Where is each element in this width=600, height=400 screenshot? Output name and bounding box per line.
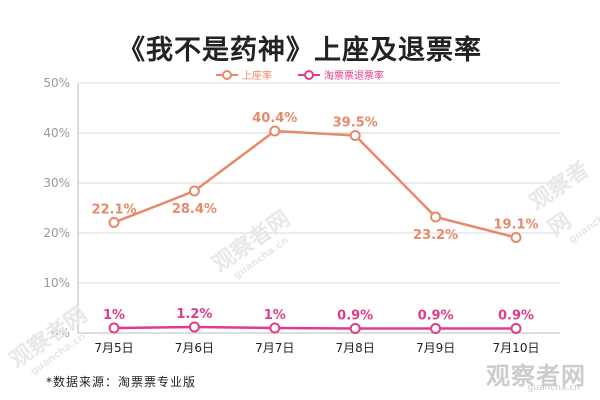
data-label-refund: 1% — [264, 308, 286, 323]
legend-item-refund: 淘票票退票率 — [298, 67, 384, 82]
source-footnote: *数据来源：淘票票专业版 — [46, 375, 197, 389]
chart-title: 《我不是药神》上座及退票率 — [118, 35, 482, 66]
x-tick-label: 7月10日 — [493, 341, 540, 355]
data-point-occupancy — [510, 232, 522, 243]
data-point-refund — [108, 322, 120, 334]
data-label-refund: 0.9% — [498, 309, 534, 324]
chart-legend: 上座率 淘票票退票率 — [0, 67, 600, 82]
y-tick-label: 20% — [43, 226, 70, 240]
watermark-logo: 观察者网 — [486, 362, 586, 390]
data-label-refund: 1.2% — [176, 307, 212, 322]
data-point-occupancy — [269, 125, 281, 137]
legend-marker-occupancy — [216, 69, 238, 80]
data-label-refund: 1% — [103, 308, 125, 323]
legend-label-occupancy: 上座率 — [242, 71, 272, 82]
y-tick-label: 30% — [43, 176, 70, 190]
data-point-occupancy — [349, 130, 361, 141]
legend-label-refund: 淘票票退票率 — [324, 71, 384, 82]
y-tick-label: 10% — [43, 276, 70, 290]
data-label-refund: 0.9% — [337, 309, 373, 324]
legend-marker-refund — [298, 69, 320, 80]
data-point-refund — [269, 322, 281, 334]
data-label-occupancy: 23.2% — [413, 228, 458, 243]
data-point-occupancy — [430, 211, 442, 223]
series-line-refund — [113, 325, 516, 330]
legend-item-occupancy: 上座率 — [216, 67, 272, 82]
x-tick-label: 7月6日 — [175, 341, 214, 355]
data-point-refund — [430, 323, 442, 334]
y-tick-label: 40% — [43, 126, 70, 140]
data-label-refund: 0.9% — [418, 309, 454, 324]
x-tick-label: 7月8日 — [336, 341, 375, 355]
watermark-url: guancha.cn — [527, 383, 580, 393]
y-tick-label: 50% — [43, 76, 70, 90]
x-tick-label: 7月5日 — [94, 341, 133, 355]
data-point-occupancy — [108, 217, 120, 228]
x-tick-label: 7月7日 — [255, 341, 294, 355]
data-label-occupancy: 22.1% — [91, 203, 136, 218]
data-label-occupancy: 28.4% — [172, 202, 217, 217]
data-point-refund — [188, 321, 200, 333]
data-label-occupancy: 39.5% — [333, 116, 378, 131]
x-tick-label: 7月9日 — [416, 341, 455, 355]
data-point-refund — [349, 323, 361, 334]
data-label-occupancy: 40.4% — [252, 111, 297, 126]
y-tick-label: 0% — [51, 326, 70, 340]
data-point-occupancy — [188, 185, 200, 197]
series-line-occupancy — [113, 129, 517, 239]
data-point-refund — [510, 323, 522, 334]
data-label-occupancy: 19.1% — [493, 218, 538, 233]
